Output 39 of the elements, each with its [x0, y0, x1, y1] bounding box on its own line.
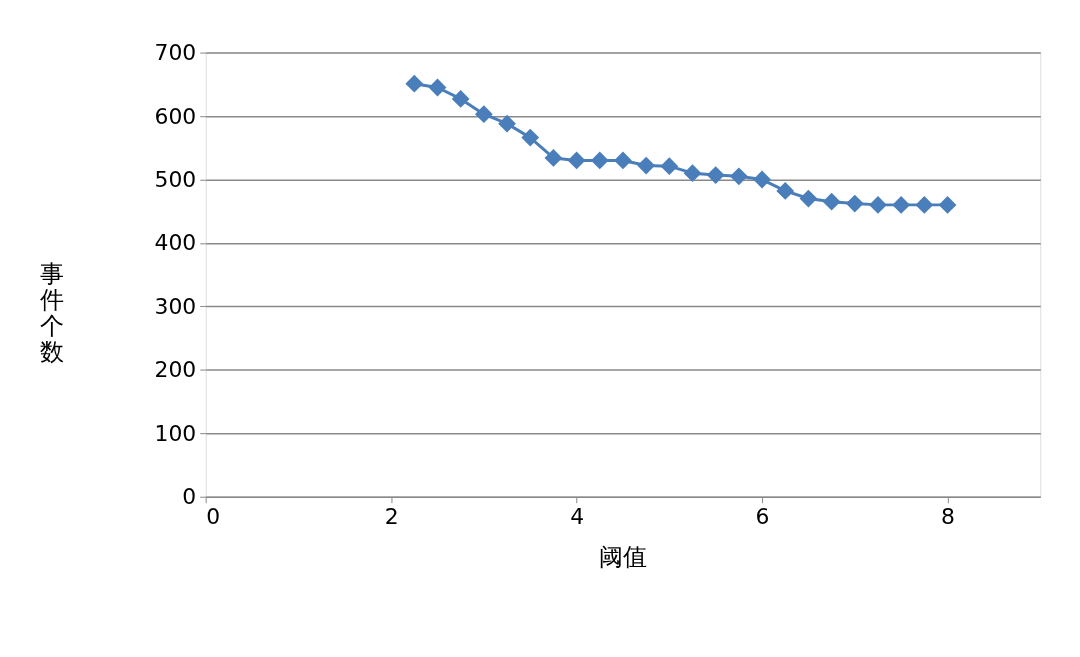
point	[590, 151, 609, 170]
point	[845, 194, 864, 213]
point	[660, 157, 679, 176]
point	[474, 105, 493, 124]
y-tick-label: 200	[154, 357, 197, 383]
y-tick-label: 100	[154, 420, 197, 446]
point	[521, 128, 540, 147]
point	[892, 195, 911, 214]
point	[706, 166, 725, 184]
x-tick-label: 0	[206, 504, 221, 530]
x-tick-label: 4	[570, 504, 585, 530]
y-tick-label: 700	[154, 40, 197, 66]
y-tick-label: 0	[182, 484, 197, 510]
point	[753, 170, 771, 189]
x-tick-label: 2	[384, 504, 399, 530]
point	[428, 78, 447, 97]
point	[915, 195, 934, 214]
point	[498, 114, 516, 133]
point	[938, 195, 957, 214]
y-tick-label: 400	[154, 230, 197, 256]
y-tick-label: 300	[154, 293, 197, 319]
y-axis-title: 事件个数	[40, 260, 65, 366]
point	[869, 195, 887, 214]
point	[799, 189, 818, 208]
point	[405, 74, 424, 93]
point	[683, 164, 702, 183]
x-tick-label: 8	[941, 504, 955, 530]
point	[544, 149, 563, 167]
x-axis-title: 阈值	[599, 542, 648, 571]
point	[637, 156, 656, 175]
point	[567, 151, 586, 170]
point	[451, 90, 470, 108]
y-tick-label: 600	[154, 103, 197, 129]
point	[729, 167, 748, 186]
point	[614, 151, 632, 170]
y-tick-label: 500	[154, 166, 197, 192]
x-tick-label: 6	[755, 504, 770, 530]
point	[822, 192, 841, 211]
point	[776, 182, 795, 200]
